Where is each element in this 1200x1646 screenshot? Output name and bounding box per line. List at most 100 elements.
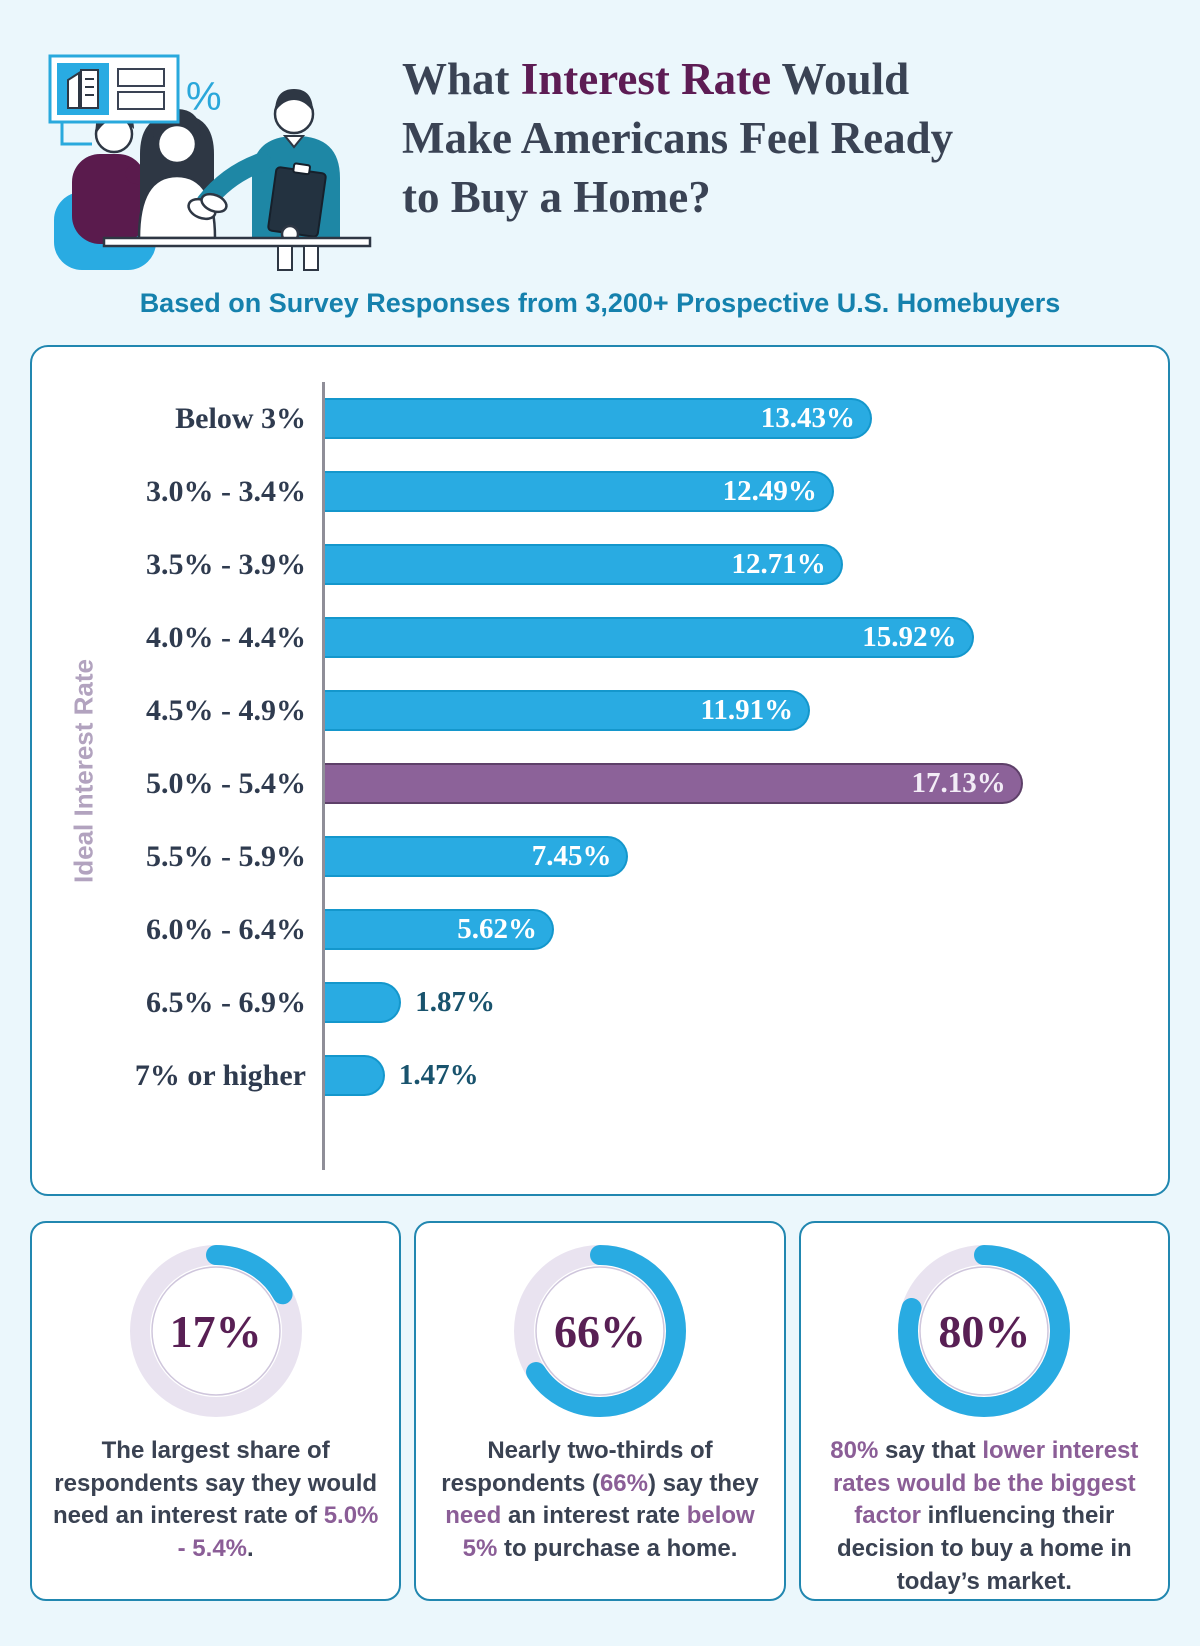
bar-value: 11.91%: [700, 694, 794, 726]
stat-highlight: 5.0% - 5.4%: [177, 1502, 379, 1562]
stat-highlight: need: [445, 1502, 502, 1530]
donut-arc: [129, 1245, 302, 1417]
title-line: to Buy a Home?: [402, 168, 953, 227]
stat-text: influencing their decision to buy a home…: [836, 1502, 1132, 1595]
bar-chart: Below 3% 3.0% - 3.4% 3.5% - 3.9% 4.0% - 4.4…: [62, 382, 1156, 1170]
page-title: What Interest Rate Would Make Americans F…: [402, 50, 953, 227]
category-label: 6.0% - 6.4%: [146, 912, 306, 946]
stat-card-text: Nearly two-thirds of respondents (66%) s…: [434, 1435, 765, 1566]
bar-row: 1.47%: [325, 1039, 1156, 1112]
bar-row: 13.43%: [325, 382, 1156, 455]
bar-row: 15.92%: [325, 601, 1156, 674]
donut-inner-ring: [919, 1266, 1050, 1396]
donut-svg: [129, 1245, 302, 1417]
stat-card: 80% 80% say that lower interest rates wou…: [798, 1221, 1170, 1601]
percent-symbol: %: [186, 75, 222, 119]
donut-value: 66%: [553, 1305, 646, 1357]
donut-svg: [898, 1245, 1071, 1417]
donut-svg: [513, 1245, 686, 1417]
title-highlight: Interest Rate: [520, 54, 772, 104]
bar-row: 7.45%: [325, 820, 1156, 893]
handshake-illustration: %: [40, 42, 372, 272]
donut-chart: 66%: [513, 1245, 686, 1417]
bar-row: 1.87%: [325, 966, 1156, 1039]
bar: 15.92%: [325, 617, 974, 658]
stat-card-text: The largest share of respondents say the…: [50, 1435, 381, 1566]
bar-row: 12.49%: [325, 455, 1156, 528]
donut-arc: [513, 1245, 686, 1417]
clipboard-icon: [267, 162, 327, 238]
donut-inner-ring: [535, 1266, 665, 1396]
title-text: Would: [771, 54, 910, 104]
title-line: Make Americans Feel Ready: [402, 109, 953, 168]
bar-value: 13.43%: [760, 402, 856, 434]
bar-value: 1.47%: [398, 1059, 479, 1091]
bar-row: 17.13%: [325, 747, 1156, 820]
stat-highlight: below 5%: [462, 1502, 755, 1562]
bar: 7.45%: [325, 836, 629, 877]
bar: 13.43%: [325, 398, 873, 439]
bar-value: 1.87%: [415, 986, 495, 1018]
handshake-hands-icon: [187, 192, 228, 221]
bar-value: 5.62%: [457, 913, 537, 945]
bar-row: 12.71%: [325, 528, 1156, 601]
donut-arc: [898, 1245, 1071, 1417]
stat-text: Nearly two-thirds of respondents (: [441, 1437, 713, 1497]
category-labels: Below 3% 3.0% - 3.4% 3.5% - 3.9% 4.0% - 4.4…: [62, 382, 322, 1170]
handshake-illustration-svg: %: [48, 54, 372, 271]
bar: 11.91%: [325, 690, 811, 731]
stat-text: an interest rate: [501, 1502, 687, 1530]
bar: [325, 1055, 385, 1096]
stat-cards: 17% The largest share of respondents say …: [30, 1221, 1170, 1601]
stat-card: 66% Nearly two-thirds of respondents (66%…: [414, 1221, 786, 1601]
title-line: What Interest Rate Would: [402, 50, 953, 109]
bar-value: 12.49%: [722, 475, 817, 507]
bar: [325, 982, 402, 1023]
donut-chart: 80%: [898, 1245, 1071, 1417]
bar-chart-panel: Ideal Interest Rate Below 3% 3.0% - 3.4% 3…: [30, 345, 1170, 1196]
stat-text: to purchase a home.: [497, 1534, 738, 1562]
category-label: 5.0% - 5.4%: [146, 766, 306, 800]
stat-text: say that: [878, 1437, 983, 1464]
donut-value: 17%: [169, 1305, 262, 1357]
stat-highlight: 66%: [599, 1469, 648, 1497]
table-icon: [102, 236, 372, 271]
donut-value: 80%: [938, 1305, 1031, 1357]
donut-inner-ring: [150, 1266, 281, 1396]
title-text: to Buy a Home?: [402, 172, 711, 222]
title-text: Make Americans Feel Ready: [402, 113, 954, 163]
category-label: 3.0% - 3.4%: [146, 474, 306, 508]
category-label: 7% or higher: [134, 1058, 306, 1092]
stat-highlight: 80%: [830, 1437, 879, 1464]
stat-card-text: 80% say that lower interest rates would …: [819, 1435, 1150, 1598]
y-axis-label: Ideal Interest Rate: [68, 658, 99, 883]
category-label: 4.0% - 4.4%: [146, 620, 306, 654]
bar-row: 5.62%: [325, 893, 1156, 966]
bars-area: 13.43% 12.49% 12.71% 15.92% 11.91% 17.13% 7.45…: [322, 382, 1156, 1170]
stat-card: 17% The largest share of respondents say …: [30, 1221, 402, 1601]
stat-text: The largest share of respondents say the…: [52, 1437, 378, 1530]
stat-text: .: [247, 1534, 254, 1562]
bar-value: 15.92%: [862, 621, 957, 653]
bar-value: 17.13%: [911, 767, 1006, 799]
bar-value: 7.45%: [531, 840, 612, 872]
category-label: 5.5% - 5.9%: [146, 839, 306, 873]
agent-figure: [196, 89, 340, 244]
donut-chart: 17%: [129, 1245, 302, 1417]
category-label: 4.5% - 4.9%: [146, 693, 306, 727]
bar-row: 11.91%: [325, 674, 1156, 747]
bar: 12.71%: [325, 544, 843, 585]
title-text: What: [402, 54, 521, 104]
stat-highlight: lower interest rates would be the bigges…: [832, 1437, 1139, 1530]
bar: 12.49%: [325, 471, 834, 512]
header: % What Interest Rate Would Make Americans…: [0, 0, 1200, 272]
category-label: 3.5% - 3.9%: [146, 547, 306, 581]
bar-value: 12.71%: [731, 548, 826, 580]
stat-text: ) say they: [648, 1469, 759, 1497]
building-percent-icon: %: [48, 54, 222, 146]
category-label: Below 3%: [175, 401, 306, 435]
subtitle: Based on Survey Responses from 3,200+ Pr…: [139, 288, 1061, 318]
bar: 5.62%: [325, 909, 554, 950]
bar: 17.13%: [325, 763, 1023, 804]
